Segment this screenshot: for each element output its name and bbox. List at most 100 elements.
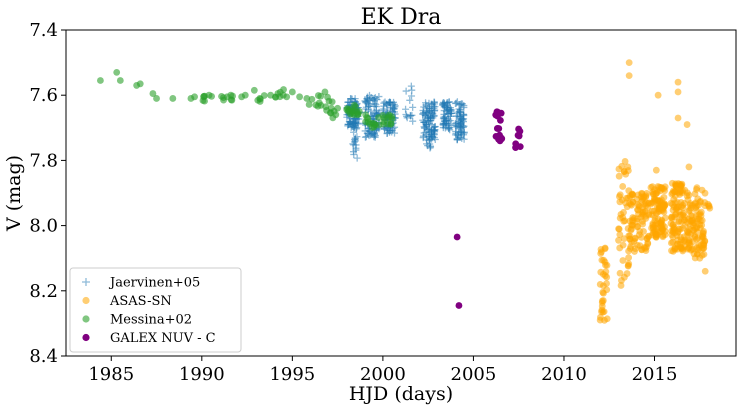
- asas-sn-point-370: [671, 192, 679, 200]
- jaervinen-05-point-371: [420, 109, 428, 117]
- asas-sn-point-248: [661, 231, 669, 239]
- asas-sn-point-61: [615, 172, 623, 180]
- asas-sn-point-271: [649, 191, 657, 198]
- jaervinen-05-point-507: [452, 112, 460, 120]
- jaervinen-05-point-384: [426, 142, 434, 150]
- messina-02-point-79: [97, 77, 104, 84]
- y-tick-label-8.2: 8.2: [29, 281, 58, 302]
- asas-sn-point-224: [658, 216, 666, 224]
- messina-02-point-34: [324, 93, 331, 101]
- jaervinen-05-point-427: [445, 98, 453, 106]
- asas-sn-point-480: [683, 227, 691, 235]
- jaervinen-05-point-185: [373, 96, 381, 104]
- messina-02-point-83: [136, 80, 144, 88]
- series-jaervinen-05: [343, 82, 468, 162]
- jaervinen-05-point-186: [368, 130, 376, 138]
- jaervinen-05-point-382: [423, 136, 431, 144]
- asas-sn-point-27: [603, 280, 610, 287]
- jaervinen-05-point-374: [427, 100, 435, 108]
- jaervinen-05-point-99: [352, 144, 360, 152]
- jaervinen-05-point-189: [361, 97, 369, 105]
- asas-sn-point-367: [671, 229, 679, 237]
- jaervinen-05-point-368: [426, 120, 434, 128]
- messina-02-point-78: [385, 113, 393, 121]
- messina-02-point-36: [322, 103, 330, 111]
- jaervinen-05-point-275: [407, 112, 415, 120]
- x-tick-label-2010: 2010: [541, 364, 587, 385]
- asas-sn-point-348: [669, 238, 677, 246]
- x-tick-label-1990: 1990: [179, 364, 225, 385]
- asas-sn-point-92: [638, 233, 645, 241]
- legend-marker-jaervinen-05: [82, 278, 90, 286]
- jaervinen-05-point-373: [419, 110, 427, 118]
- asas-sn-point-62: [619, 257, 627, 264]
- galex-nuv-c-point-17: [512, 144, 519, 152]
- jaervinen-05-point-509: [453, 98, 461, 106]
- series-asas-sn: [596, 59, 714, 324]
- asas-sn-point-24: [603, 273, 611, 281]
- messina-02-point-23: [314, 92, 322, 99]
- jaervinen-05-point-74: [349, 119, 357, 127]
- asas-sn-point-267: [660, 208, 668, 216]
- asas-sn-point-360: [672, 182, 680, 190]
- jaervinen-05-point-272: [409, 103, 417, 111]
- jaervinen-05-point-234: [388, 128, 396, 136]
- jaervinen-05-point-383: [428, 133, 436, 141]
- messina-02-point-64: [370, 119, 377, 127]
- asas-sn-point-461: [686, 217, 694, 225]
- jaervinen-05-point-278: [408, 92, 416, 100]
- messina-02-point-16: [280, 86, 287, 93]
- asas-sn-point-22: [603, 261, 611, 269]
- asas-sn-point-11: [597, 268, 605, 276]
- series-galex-nuv-c: [453, 108, 524, 309]
- asas-sn-point-160: [633, 241, 641, 249]
- asas-sn-point-488: [654, 91, 662, 99]
- asas-sn-point-23: [603, 315, 611, 323]
- jaervinen-05-point-440: [445, 106, 453, 114]
- asas-sn-point-152: [634, 206, 641, 214]
- x-axis-label: HJD (days): [349, 383, 453, 405]
- jaervinen-05-point-277: [409, 117, 417, 125]
- jaervinen-05-point-498: [453, 135, 461, 143]
- asas-sn-point-20: [598, 256, 606, 264]
- galex-nuv-c-point-22: [455, 302, 463, 309]
- asas-sn-point-65: [624, 261, 632, 269]
- jaervinen-05-point-262: [386, 99, 394, 107]
- data-marks: [97, 59, 714, 324]
- jaervinen-05-point-513: [460, 115, 468, 123]
- asas-sn-point-66: [621, 158, 629, 165]
- jaervinen-05-point-474: [452, 99, 460, 107]
- jaervinen-05-point-188: [371, 109, 379, 117]
- asas-sn-point-456: [685, 244, 692, 252]
- messina-02-point-99: [274, 90, 282, 97]
- asas-sn-point-57: [617, 282, 625, 289]
- asas-sn-point-469: [699, 230, 707, 238]
- y-tick-label-8: 8.0: [29, 216, 58, 237]
- asas-sn-point-466: [683, 192, 691, 200]
- x-tick-label-2000: 2000: [360, 364, 406, 385]
- jaervinen-05-point-423: [446, 126, 454, 134]
- messina-02-point-75: [379, 111, 387, 119]
- asas-sn-point-144: [628, 216, 636, 224]
- messina-02-point-104: [312, 101, 320, 109]
- asas-sn-point-36: [619, 183, 627, 190]
- jaervinen-05-point-506: [454, 109, 462, 117]
- asas-sn-point-475: [698, 245, 706, 253]
- asas-sn-point-481: [697, 212, 705, 220]
- asas-sn-point-474: [696, 198, 704, 206]
- messina-02-point-76: [387, 120, 395, 128]
- asas-sn-point-374: [667, 220, 675, 227]
- messina-02-point-96: [250, 86, 258, 94]
- asas-sn-point-496: [685, 163, 693, 171]
- jaervinen-05-point-176: [361, 127, 369, 135]
- asas-sn-point-263: [648, 224, 655, 232]
- legend-label-galex-nuv-c: GALEX NUV - C: [110, 331, 216, 346]
- asas-sn-point-491: [674, 114, 682, 122]
- messina-02-point-35: [327, 109, 334, 116]
- asas-sn-point-72: [618, 277, 625, 284]
- asas-sn-point-150: [633, 223, 641, 231]
- jaervinen-05-point-514: [452, 119, 460, 127]
- messina-02-point-97: [256, 95, 264, 102]
- jaervinen-05-point-369: [420, 118, 428, 126]
- asas-sn-point-492: [683, 121, 691, 128]
